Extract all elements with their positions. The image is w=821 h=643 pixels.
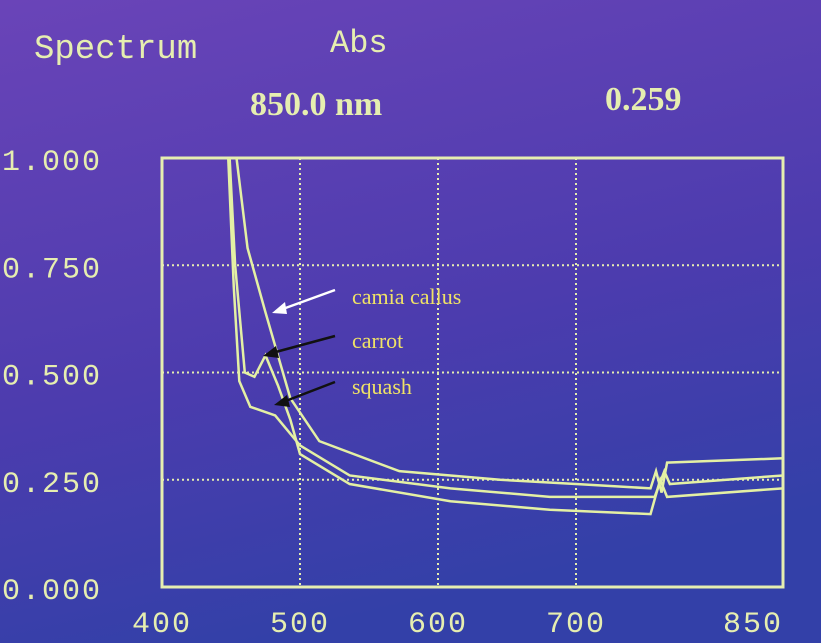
arrow-head [272, 302, 287, 314]
arrows [263, 288, 336, 407]
readout-abs: 0.259 [605, 81, 682, 118]
arrow [279, 288, 336, 312]
y-tick-label: 0.500 [2, 361, 102, 395]
readout-wavelength: 850.0 nm [250, 86, 382, 123]
plot: 0.000 0.250 0.500 0.750 1.000 400 500 600 700 850 [2, 146, 785, 642]
title: Spectrum [34, 31, 197, 69]
y-tick-label: 0.750 [2, 253, 102, 287]
x-tick-label: 600 [408, 608, 468, 642]
x-tick-label: 850 [723, 608, 783, 642]
y-tick-label: 1.000 [2, 146, 102, 180]
y-label: Abs [330, 25, 388, 62]
series-label: camia callus [352, 284, 461, 309]
x-tick-label: 700 [546, 608, 606, 642]
arrow [271, 334, 336, 355]
arrow-head [274, 395, 290, 407]
arrow [282, 380, 336, 404]
arrow-head [263, 346, 279, 358]
plot-frame [160, 156, 785, 589]
series-line [235, 157, 784, 493]
series-line [226, 157, 784, 499]
series-label: carrot [352, 328, 403, 353]
series-label: squash [352, 374, 412, 399]
x-tick-label: 400 [132, 608, 192, 642]
y-tick-label: 0.000 [2, 575, 102, 609]
x-tick-label: 500 [270, 608, 330, 642]
y-tick-label: 0.250 [2, 468, 102, 502]
